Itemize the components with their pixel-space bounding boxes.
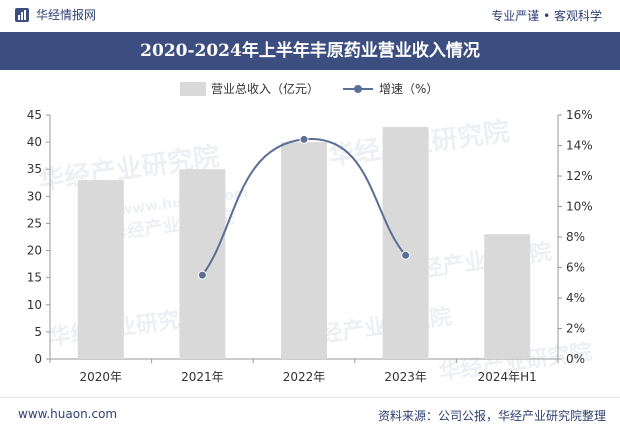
left-tick-label: 45 bbox=[27, 108, 42, 122]
left-tick-label: 25 bbox=[27, 216, 42, 230]
x-tick-label: 2020年 bbox=[80, 370, 123, 384]
right-tick-label: 16% bbox=[566, 108, 593, 122]
right-tick-label: 2% bbox=[566, 322, 585, 336]
left-tick-label: 0 bbox=[34, 352, 42, 366]
x-tick-label: 2022年 bbox=[283, 370, 326, 384]
right-tick-label: 12% bbox=[566, 169, 593, 183]
left-tick-label: 5 bbox=[34, 325, 42, 339]
legend-line-label: 增速（%） bbox=[379, 82, 438, 96]
right-tick-label: 14% bbox=[566, 139, 593, 153]
title-band: 2020-2024年上半年丰原药业营业收入情况 bbox=[0, 32, 620, 70]
growth-point bbox=[401, 250, 411, 260]
top-bar: 华经情报网 专业严谨 • 客观科学 bbox=[0, 0, 620, 28]
bar bbox=[281, 142, 327, 359]
brand-name: 华经情报网 bbox=[36, 8, 97, 22]
left-tick-label: 15 bbox=[27, 271, 42, 285]
legend-bar-label: 营业总收入（亿元） bbox=[211, 81, 319, 96]
bar bbox=[77, 180, 124, 359]
brand: 华经情报网 bbox=[14, 6, 96, 23]
footer-url: www.huaon.com bbox=[18, 407, 118, 421]
x-tick-label: 2021年 bbox=[181, 370, 224, 384]
right-tick-label: 4% bbox=[566, 291, 585, 305]
footer-source: 资料来源：公司公报，华经产业研究院整理 bbox=[377, 409, 606, 423]
bar bbox=[484, 234, 531, 359]
bar bbox=[179, 169, 226, 359]
left-tick-label: 30 bbox=[27, 189, 42, 203]
brand-logo-icon bbox=[15, 7, 29, 22]
footer: www.huaon.com 资料来源：公司公报，华经产业研究院整理 bbox=[0, 397, 620, 434]
tagline: 专业严谨 • 客观科学 bbox=[491, 9, 602, 23]
right-tick-label: 10% bbox=[566, 200, 593, 214]
left-tick-label: 20 bbox=[27, 244, 42, 258]
right-tick-label: 0% bbox=[566, 352, 585, 366]
x-tick-label: 2024年H1 bbox=[478, 370, 537, 384]
bar bbox=[382, 126, 429, 359]
right-tick-label: 6% bbox=[566, 261, 585, 275]
right-tick-label: 8% bbox=[566, 230, 585, 244]
left-tick-label: 40 bbox=[27, 135, 42, 149]
growth-point bbox=[197, 270, 207, 280]
chart-title: 2020-2024年上半年丰原药业营业收入情况 bbox=[140, 41, 480, 61]
legend-line-marker bbox=[354, 85, 362, 93]
chart-area: 华经产业研究院 华经产业研究院 华经产业研究院 华经产业研究院 华经产业研究院 华经产业研… bbox=[0, 70, 620, 395]
growth-point bbox=[299, 134, 309, 144]
left-tick-label: 10 bbox=[27, 298, 42, 312]
left-tick-label: 35 bbox=[27, 162, 42, 176]
legend-bar-swatch bbox=[180, 82, 206, 96]
x-tick-label: 2023年 bbox=[384, 370, 427, 384]
